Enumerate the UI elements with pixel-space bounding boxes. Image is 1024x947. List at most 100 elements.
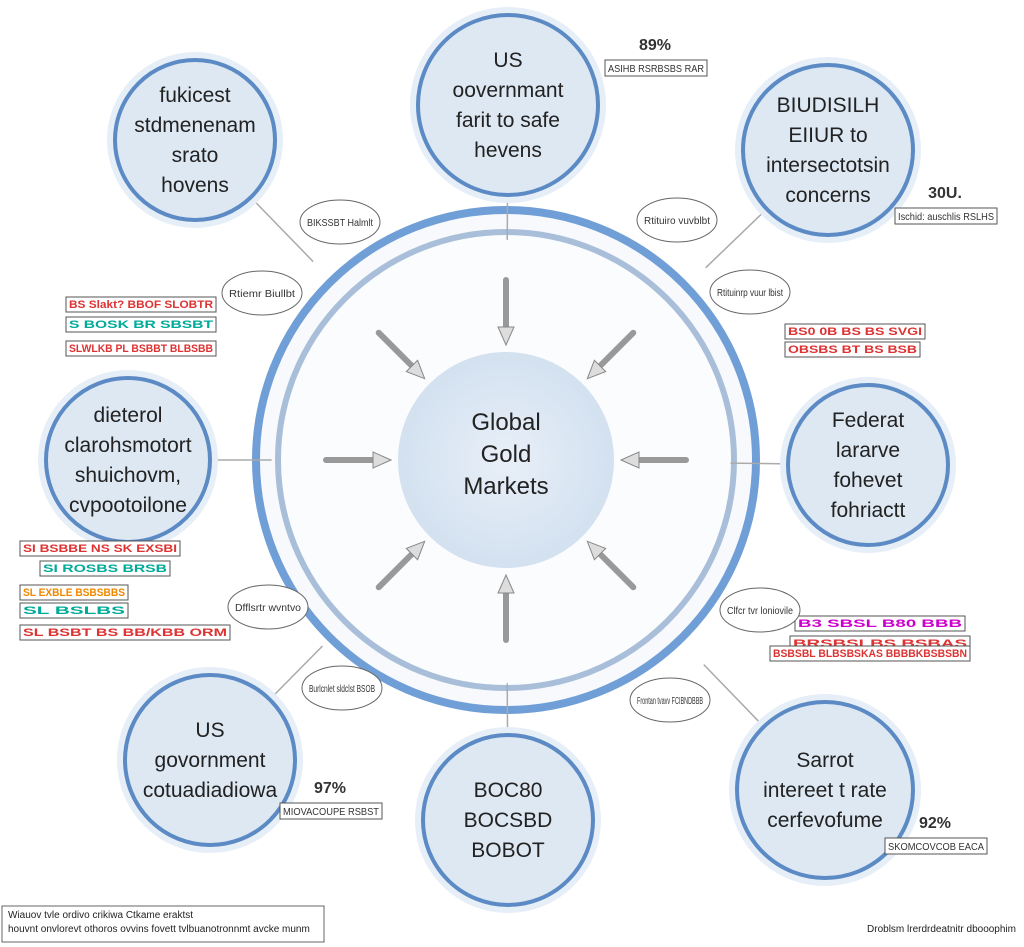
node-label: intersectotsin	[766, 154, 890, 177]
node-label: cotuadiadiowa	[143, 779, 278, 802]
footer-text: houvnt onvlorevt othoros ovvins fovett t…	[8, 924, 310, 935]
node-label: cerfevofume	[767, 809, 883, 832]
node-label: BIUDISILH	[777, 94, 880, 117]
flow-arrow	[591, 545, 637, 591]
tag-label: S BOSK BR SBSBT	[69, 319, 213, 331]
stat-value: 92%	[919, 815, 951, 832]
arrow-head	[497, 326, 515, 347]
tag-label: BS0 0B BS BS SVGI	[788, 326, 922, 338]
node-label: fohriactt	[831, 499, 906, 522]
node-label: clarohsmotort	[64, 434, 191, 457]
arrow-head	[586, 540, 607, 561]
stat-label: MIOVACOUPE RSBST	[283, 807, 379, 818]
bubble	[299, 199, 381, 245]
node-circle	[44, 376, 212, 544]
flow-arrow	[375, 329, 421, 375]
node-label: concerns	[785, 184, 870, 207]
node-label: srato	[172, 144, 219, 167]
bubble	[227, 584, 309, 630]
stat-box	[894, 207, 998, 225]
tag-box	[65, 340, 217, 357]
node-circle	[786, 383, 950, 547]
tag-box	[769, 645, 971, 662]
arrow-head	[619, 451, 640, 469]
node-circle	[741, 63, 915, 237]
node-label: Federat	[832, 409, 905, 432]
bubble-text: Frontan tvavv FCIBNDBBB	[637, 696, 703, 707]
tag-box	[65, 296, 217, 313]
center-label: Markets	[463, 473, 548, 500]
tag-label: SI ROSBS BRSB	[43, 563, 167, 575]
stat-label: SKOMCOVCOB EACA	[888, 842, 984, 853]
node-label: oovernmant	[453, 79, 564, 102]
tag-box	[784, 341, 921, 358]
bubble-text: BIKSSBT Halmlt	[307, 218, 373, 229]
center-circle	[398, 352, 614, 568]
node-label: stdmenenam	[134, 114, 255, 137]
stat-box	[884, 837, 988, 855]
node-circle	[416, 13, 600, 197]
bubble-text: Clfcr tvr loniovile	[727, 606, 793, 617]
bubble	[709, 269, 791, 315]
bubble-text: Burlcnlet sldclst BSOB	[309, 684, 375, 695]
node-label: Sarrot	[796, 749, 853, 772]
node-label: fukicest	[159, 84, 230, 107]
footer-text: Wiauov tvle ordivo crikiwa Ctkame erakts…	[8, 910, 193, 921]
flow-arrow	[375, 545, 421, 591]
stat-box	[279, 802, 383, 820]
arrow-head	[497, 573, 515, 594]
arrow-head	[405, 540, 426, 561]
node-label: hovens	[161, 174, 229, 197]
tag-box	[39, 560, 171, 577]
node-label: EIIUR to	[788, 124, 867, 147]
tag-box	[19, 540, 181, 557]
node-circle	[113, 58, 277, 222]
node-label: BOC80	[474, 779, 543, 802]
bubble-text: Rtituinrp vuur lbist	[717, 288, 783, 299]
footer-text: Droblsm lrerdrdeatnitr dbooophim	[867, 924, 1016, 935]
arrow-head	[586, 359, 607, 380]
stat-value: 89%	[639, 37, 671, 54]
tag-label: SLWLKB PL BSBBT BLBSBB	[69, 343, 213, 355]
node-label: fohevet	[834, 469, 903, 492]
bubble	[221, 270, 303, 316]
stat-value: 30U.	[928, 185, 962, 202]
flow-arrow	[591, 329, 637, 375]
node-label: US	[493, 49, 522, 72]
node-label: shuichovm,	[75, 464, 181, 487]
tag-label: OBSBS BT BS BSB	[788, 344, 917, 356]
bubble-text: Rtiemr Biullbt	[229, 289, 295, 300]
node-label: lararve	[836, 439, 900, 462]
node-label: govornment	[155, 749, 266, 772]
tag-label: BS Slakt? BBOF SLOBTR	[69, 299, 213, 311]
tag-label: BSBSBL BLBSBSKAS BBBBKBSBSBN	[773, 648, 967, 660]
tag-box	[19, 624, 231, 641]
center-label: Global	[471, 409, 540, 436]
tag-box	[794, 615, 966, 632]
bubble-text: Dfflsrtr wvntvo	[235, 603, 301, 614]
tag-box	[65, 316, 217, 333]
tag-box	[784, 323, 926, 340]
node-label: hevens	[474, 139, 542, 162]
stat-value: 97%	[314, 780, 346, 797]
footer-box	[1, 905, 325, 943]
tag-box	[19, 584, 129, 601]
node-label: BOCSBD	[464, 809, 553, 832]
tag-box	[19, 602, 129, 619]
node-circle	[735, 700, 915, 880]
stat-label: Ischid: auschlis RSLHS	[898, 212, 994, 223]
arrow-head	[372, 451, 393, 469]
node-label: BOBOT	[471, 839, 545, 862]
arrow-head	[405, 359, 426, 380]
node-label: farit to safe	[456, 109, 560, 132]
stat-box	[604, 59, 708, 77]
node-circle	[123, 673, 297, 847]
bubble-text: Rtituiro vuvblbt	[644, 216, 710, 227]
node-circle	[421, 733, 595, 907]
node-label: cvpootoilone	[69, 494, 187, 517]
bubble	[629, 677, 711, 723]
bubble	[301, 665, 383, 711]
tag-label: SL EXBLE BSBSBBS	[23, 587, 125, 599]
tag-label: SL BSBT BS BB/KBB ORM	[23, 627, 227, 639]
